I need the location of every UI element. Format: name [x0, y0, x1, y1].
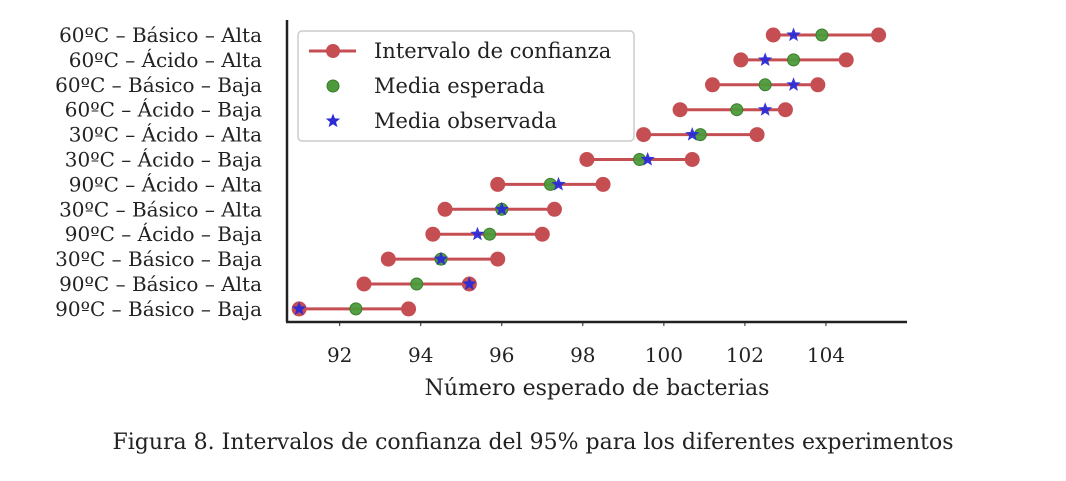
ci-high-marker: [684, 152, 700, 167]
y-tick-label: 90ºC – Básico – Alta: [59, 272, 262, 296]
y-tick-label: 30ºC – Ácido – Alta: [69, 123, 262, 147]
legend-label-expected: Media esperada: [374, 74, 545, 98]
figure-caption: Figura 8. Intervalos de confianza del 95…: [112, 430, 954, 455]
ci-row: [672, 102, 793, 118]
ci-low-marker: [579, 152, 595, 167]
x-tick-label: 94: [408, 343, 433, 367]
x-tick-label: 98: [570, 343, 595, 367]
ci-row: [291, 301, 417, 317]
y-tick-label: 60ºC – Básico – Baja: [55, 73, 262, 97]
ci-row: [765, 27, 887, 43]
ci-row: [425, 226, 550, 242]
ci-high-marker: [777, 102, 793, 118]
ci-row: [490, 176, 611, 192]
expected-mean-point: [787, 53, 801, 67]
observed-mean-star: [786, 77, 801, 91]
legend-ci-circle-icon: [326, 44, 340, 58]
observed-mean-star: [494, 201, 509, 216]
observed-mean-star: [640, 152, 655, 166]
x-axis-label: Número esperado de bacterias: [425, 376, 770, 401]
expected-mean-point: [758, 78, 772, 92]
ci-row: [733, 52, 854, 68]
ci-high-marker: [871, 27, 887, 43]
ci-low-marker: [704, 77, 720, 93]
ci-low-marker: [356, 276, 372, 292]
ci-row: [704, 77, 826, 93]
ci-high-marker: [401, 301, 417, 317]
observed-mean-star: [551, 176, 566, 191]
x-tick-label: 96: [489, 343, 514, 367]
ci-high-marker: [546, 201, 562, 217]
ci-low-marker: [437, 201, 453, 217]
y-tick-label: 60ºC – Básico – Alta: [59, 23, 262, 47]
x-tick-label: 104: [807, 343, 845, 367]
y-tick-label: 30ºC – Básico – Baja: [55, 247, 262, 271]
observed-mean-star: [685, 127, 700, 141]
legend-observed-star-icon: [325, 113, 341, 128]
legend-box: [297, 30, 635, 142]
ci-low-marker: [636, 127, 652, 143]
ci-low-marker: [672, 102, 688, 118]
ci-row: [356, 276, 477, 292]
y-tick-label: 60ºC – Ácido – Alta: [69, 48, 262, 72]
ci-low-marker: [490, 176, 506, 192]
ci-row: [380, 251, 506, 267]
legend-label-observed: Media observada: [374, 109, 557, 133]
ci-high-marker: [595, 176, 611, 192]
chart-marks: [291, 27, 887, 317]
expected-mean-point: [410, 277, 424, 291]
x-tick-label: 100: [645, 343, 683, 367]
ci-low-marker: [425, 226, 441, 242]
expected-mean-point: [730, 103, 744, 117]
expected-mean-point: [483, 227, 497, 241]
expected-mean-point: [815, 28, 829, 42]
legend-expected-circle-icon: [326, 79, 340, 93]
observed-mean-star: [786, 27, 801, 42]
y-tick-label: 30ºC – Básico – Alta: [59, 197, 262, 221]
expected-mean-point: [349, 302, 363, 316]
observed-mean-star: [462, 276, 477, 291]
observed-mean-star: [758, 102, 773, 116]
y-tick-label: 90ºC – Ácido – Alta: [69, 172, 262, 196]
y-tick-label: 90ºC – Básico – Baja: [55, 297, 262, 321]
y-tick-label: 90ºC – Ácido – Baja: [65, 222, 262, 246]
ci-high-marker: [490, 251, 506, 267]
legend-label-ci: Intervalo de confianza: [374, 39, 611, 63]
ci-high-marker: [534, 226, 550, 242]
ci-row: [636, 127, 765, 143]
ci-high-marker: [749, 127, 765, 143]
observed-mean-star: [758, 52, 773, 66]
ci-low-marker: [765, 27, 781, 43]
x-tick-label: 102: [726, 343, 764, 367]
ci-high-marker: [838, 52, 854, 68]
ci-low-marker: [733, 52, 749, 68]
ci-row: [579, 152, 700, 167]
ci-high-marker: [810, 77, 826, 93]
ci-row: [437, 201, 562, 217]
y-tick-label: 60ºC – Ácido – Baja: [65, 98, 262, 122]
y-tick-label: 30ºC – Ácido – Baja: [65, 148, 262, 172]
observed-mean-star: [470, 226, 485, 241]
observed-mean-star: [292, 301, 307, 315]
legend: Intervalo de confianza Media esperada Me…: [297, 30, 635, 142]
ci-low-marker: [380, 251, 396, 267]
observed-mean-star: [433, 251, 449, 266]
x-tick-label: 92: [327, 343, 352, 367]
x-tick-labels: 92 94 96 98 100 102 104: [327, 322, 845, 367]
